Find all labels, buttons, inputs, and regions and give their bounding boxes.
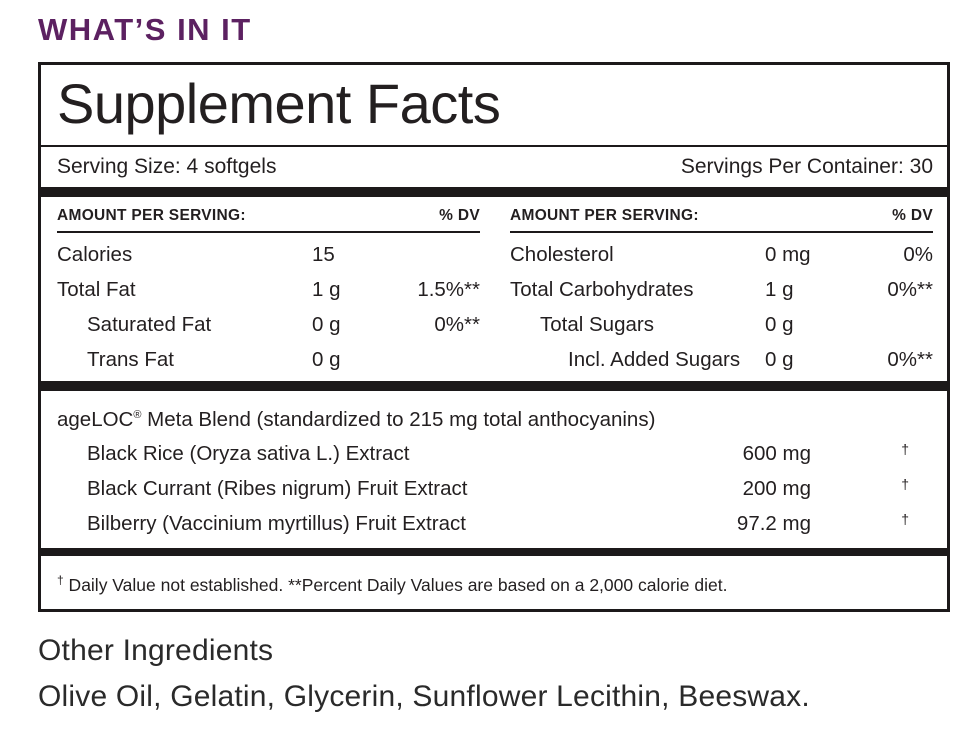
- nutrient-row: Trans Fat 0 g: [57, 342, 480, 377]
- nutrient-row: Total Sugars 0 g: [510, 307, 933, 342]
- percent-dv-label: % DV: [892, 207, 933, 224]
- other-ingredients-text: Olive Oil, Gelatin, Glycerin, Sunflower …: [38, 679, 810, 713]
- ingredient-name: Bilberry (Vaccinium myrtillus) Fruit Ext…: [87, 511, 466, 535]
- page-heading: WHAT’S IN IT: [38, 12, 252, 47]
- amount-per-serving-label: AMOUNT PER SERVING:: [57, 207, 246, 224]
- nutrient-dv: 0%**: [434, 312, 480, 336]
- blend-title-rest: Meta Blend (standardized to 215 mg total…: [141, 407, 656, 431]
- divider-thick-top: [41, 187, 947, 197]
- nutrient-row: Total Carbohydrates 1 g 0%**: [510, 272, 933, 307]
- nutrient-amount: 1 g: [312, 277, 341, 301]
- nutrient-row: Saturated Fat 0 g 0%**: [57, 307, 480, 342]
- ingredient-amount: 600 mg: [742, 441, 811, 465]
- nutrient-name: Incl. Added Sugars: [568, 347, 741, 371]
- nutrient-dv: 0%**: [887, 277, 933, 301]
- nutrient-name: Total Sugars: [540, 312, 654, 336]
- registered-mark: ®: [133, 409, 142, 421]
- ingredient-dv-dagger: †: [901, 510, 909, 527]
- nutrient-dv: 0%**: [887, 347, 933, 371]
- ingredient-amount: 97.2 mg: [736, 511, 811, 535]
- ingredient-dv-dagger: †: [901, 440, 909, 457]
- nutrition-columns: AMOUNT PER SERVING: % DV Calories 15 Total F…: [41, 197, 947, 381]
- nutrient-amount: 0 g: [312, 347, 341, 371]
- facts-title: Supplement Facts: [41, 65, 947, 147]
- footnote: † Daily Value not established. **Percent…: [41, 556, 947, 609]
- divider-thick-bottom: [41, 547, 947, 556]
- blend-ingredient-row: Black Currant (Ribes nigrum) Fruit Extra…: [57, 472, 933, 507]
- blend-section: ageLOC® Meta Blend (standardized to 215 …: [41, 391, 947, 548]
- nutrient-row: Incl. Added Sugars 0 g 0%**: [510, 342, 933, 377]
- serving-size-label: Serving Size: 4 softgels: [57, 155, 277, 178]
- blend-ingredient-row: Bilberry (Vaccinium myrtillus) Fruit Ext…: [57, 507, 933, 542]
- ingredient-dv-dagger: †: [901, 475, 909, 492]
- nutrient-amount: 0 g: [765, 347, 794, 371]
- supplement-facts-panel: Supplement Facts Serving Size: 4 softgel…: [38, 62, 950, 612]
- other-ingredients-section: Other Ingredients Olive Oil, Gelatin, Gl…: [38, 634, 950, 714]
- amount-per-serving-header: AMOUNT PER SERVING: % DV: [510, 197, 933, 233]
- amount-per-serving-header: AMOUNT PER SERVING: % DV: [57, 197, 480, 233]
- percent-dv-label: % DV: [439, 207, 480, 224]
- blend-ingredient-row: Black Rice (Oryza sativa L.) Extract 600 …: [57, 437, 933, 472]
- nutrient-dv: 1.5%**: [417, 277, 480, 301]
- nutrient-name: Total Fat: [57, 277, 136, 301]
- nutrient-amount: 0 mg: [765, 242, 811, 266]
- nutrient-dv: 0%: [903, 242, 933, 266]
- blend-rows: Black Rice (Oryza sativa L.) Extract 600 …: [57, 437, 933, 542]
- nutrient-name: Saturated Fat: [87, 312, 212, 336]
- divider-thick-middle: [41, 381, 947, 391]
- page: WHAT’S IN IT Supplement Facts Serving Si…: [38, 12, 950, 714]
- nutrient-row: Calories 15: [57, 237, 480, 272]
- other-ingredients-heading: Other Ingredients: [38, 633, 274, 667]
- blend-brand: ageLOC: [57, 407, 134, 431]
- serving-row: Serving Size: 4 softgels Servings Per Co…: [41, 147, 947, 187]
- footnote-text: Daily Value not established. **Percent D…: [63, 574, 728, 595]
- nutrient-name: Trans Fat: [87, 347, 174, 371]
- nutrient-name: Calories: [57, 242, 133, 266]
- ingredient-name: Black Currant (Ribes nigrum) Fruit Extra…: [87, 476, 468, 500]
- nutrient-name: Cholesterol: [510, 242, 614, 266]
- ingredient-amount: 200 mg: [742, 476, 811, 500]
- ingredient-name: Black Rice (Oryza sativa L.) Extract: [87, 441, 410, 465]
- nutrient-name: Total Carbohydrates: [510, 277, 694, 301]
- nutrition-column-left: AMOUNT PER SERVING: % DV Calories 15 Total F…: [57, 197, 480, 377]
- nutrient-amount: 0 g: [312, 312, 341, 336]
- nutrition-column-right: AMOUNT PER SERVING: % DV Cholesterol 0 mg 0%…: [510, 197, 933, 377]
- nutrient-row: Cholesterol 0 mg 0%: [510, 237, 933, 272]
- amount-per-serving-label: AMOUNT PER SERVING:: [510, 207, 699, 224]
- blend-title: ageLOC® Meta Blend (standardized to 215 …: [57, 400, 933, 435]
- nutrient-amount: 0 g: [765, 312, 794, 336]
- nutrient-row: Total Fat 1 g 1.5%**: [57, 272, 480, 307]
- nutrient-amount: 15: [312, 242, 335, 266]
- servings-per-container-label: Servings Per Container: 30: [680, 155, 933, 178]
- footnote-dagger: †: [57, 572, 64, 587]
- nutrient-amount: 1 g: [765, 277, 794, 301]
